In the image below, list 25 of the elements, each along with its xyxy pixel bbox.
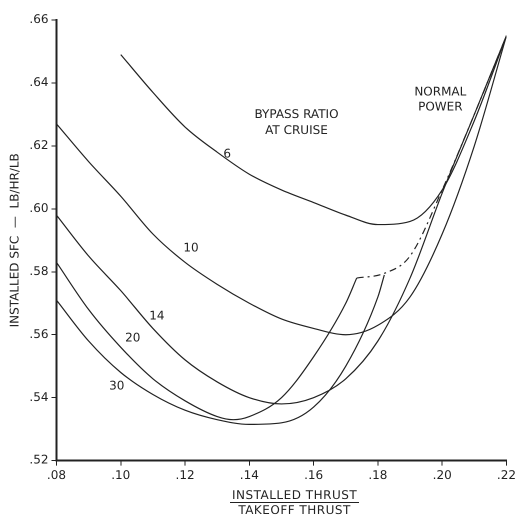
x-tick-label: .20 [432,468,452,482]
x-tick-label: .18 [368,468,388,482]
x-tick-label: .12 [176,468,195,482]
x-tick-label: .08 [46,468,66,482]
y-tick-label: .62 [29,138,48,152]
series-label: 30 [109,378,124,393]
y-axis-title: INSTALLED SFC — LB/HR/LB [7,153,22,328]
y-tick-label: .54 [29,390,48,404]
x-tick-label: .22 [496,468,516,482]
series-label: 6 [223,146,232,160]
x-tick-label: .10 [111,468,130,482]
series-label: 14 [149,308,165,323]
x-axis-title: INSTALLED THRUST TAKEOFF THRUST [231,488,358,517]
y-tick-label: .52 [29,452,48,467]
x-tick-label: .14 [240,468,259,482]
y-tick-label: .66 [29,12,48,26]
y-tick-label: .64 [29,75,48,90]
series-label: NORMAL POWER [414,84,467,114]
y-tick-label: .56 [29,326,48,341]
series-label: 10 [183,240,199,254]
series-label: 20 [125,330,140,344]
x-tick-label: .16 [304,468,324,482]
annotation: BYPASS RATIO AT CRUISE [254,107,339,138]
y-tick-label: .60 [29,200,48,215]
y-tick-label: .58 [29,264,48,278]
